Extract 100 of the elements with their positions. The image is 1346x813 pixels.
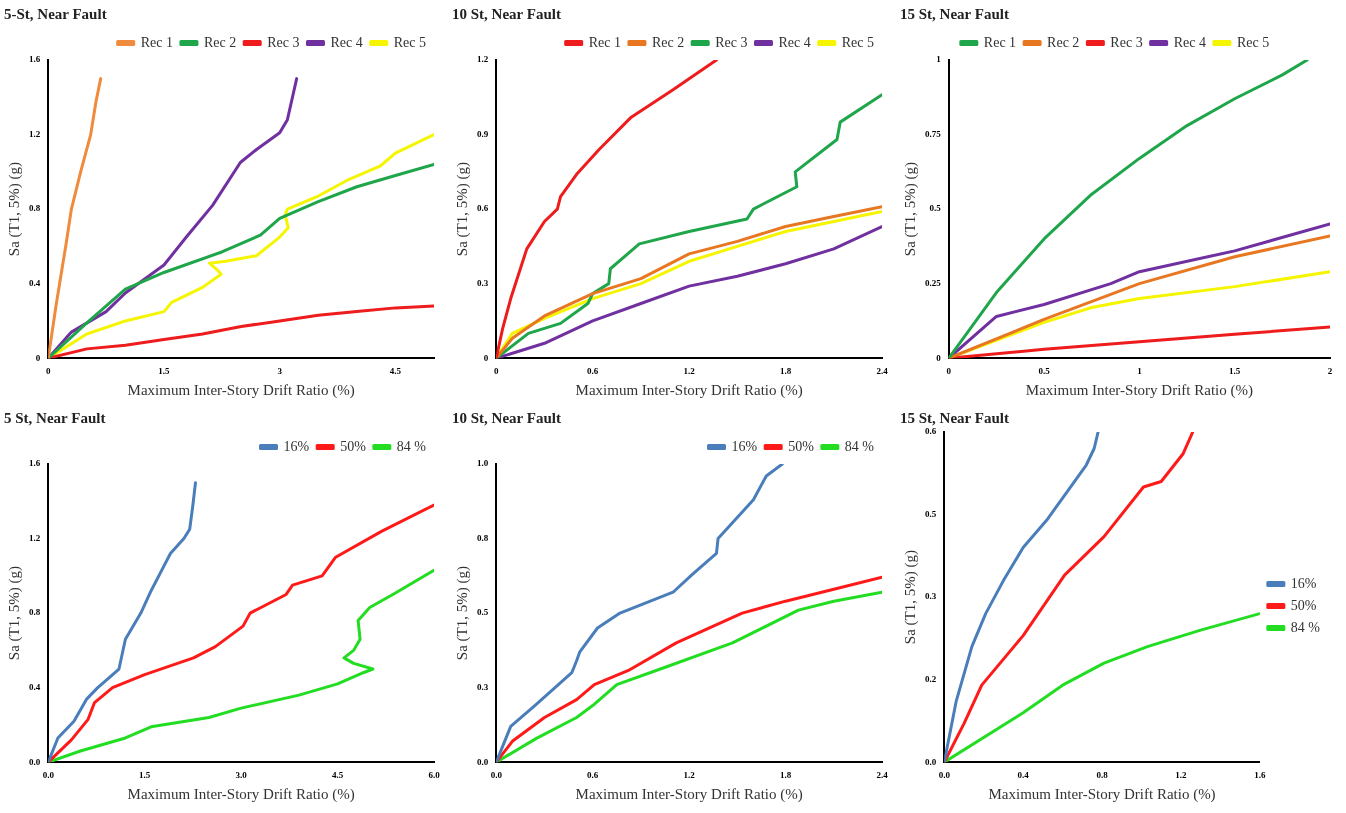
y-tick-label: 0.6 (925, 426, 937, 437)
y-tick-label: 0.25 (925, 277, 942, 288)
y-tick-label: 0.8 (29, 203, 41, 214)
legend-label: Rec 4 (1173, 34, 1206, 50)
legend-label: Rec 4 (778, 34, 811, 50)
legend-label: 50% (788, 438, 815, 454)
y-tick-label: 0.0 (925, 756, 937, 767)
legend-label: 16% (731, 438, 758, 454)
y-tick-label: 0.75 (925, 128, 942, 139)
y-tick-label: 0.2 (925, 673, 937, 684)
legend-label: Rec 5 (841, 34, 874, 50)
chart-title: 5 St, Near Fault (4, 409, 106, 426)
x-axis-title: Maximum Inter-Story Drift Ratio (%) (988, 785, 1216, 803)
x-tick-label: 1.8 (779, 769, 792, 780)
y-tick-label: 0.5 (477, 607, 489, 618)
chart-title: 5-St, Near Fault (4, 5, 107, 22)
y-tick-label: 1.2 (477, 54, 489, 65)
legend-label: Rec 1 (140, 34, 173, 50)
y-axis-title: Sa (T1, 5%) (g) (453, 162, 471, 257)
y-tick-label: 0.3 (925, 591, 937, 602)
y-tick-label: 1.2 (29, 532, 41, 543)
chart-title: 15 St, Near Fault (900, 409, 1009, 426)
x-tick-label: 0.0 (490, 769, 503, 780)
x-tick-label: 1.6 (1254, 769, 1266, 780)
legend-label: Rec 2 (203, 34, 237, 50)
y-tick-label: 1.0 (477, 458, 489, 469)
y-tick-label: 0 (483, 352, 489, 363)
y-tick-label: 0.6 (477, 203, 489, 214)
x-tick-label: 0.6 (587, 365, 599, 376)
legend-label: 84 % (396, 438, 427, 454)
x-tick-label: 0.8 (1096, 769, 1109, 780)
x-tick-label: 0.5 (1038, 365, 1051, 376)
chart-title: 10 St, Near Fault (452, 5, 561, 22)
x-tick-label: 1.5 (1229, 365, 1241, 376)
y-tick-label: 1 (936, 54, 942, 65)
x-tick-label: 1.8 (779, 365, 792, 376)
x-axis-title: Maximum Inter-Story Drift Ratio (%) (575, 785, 803, 803)
x-tick-label: 6.0 (428, 769, 441, 780)
y-tick-label: 0.4 (29, 681, 41, 692)
x-tick-label: 0.4 (1017, 769, 1030, 780)
y-tick-label: 1.6 (29, 54, 41, 65)
x-tick-label: 2.4 (876, 365, 889, 376)
x-tick-label: 0.6 (587, 769, 599, 780)
y-tick-label: 0.0 (29, 756, 41, 767)
x-tick-label: 1.2 (1175, 769, 1188, 780)
x-axis-title: Maximum Inter-Story Drift Ratio (%) (1025, 381, 1253, 399)
x-tick-label: 0 (46, 365, 51, 376)
x-tick-label: 4.5 (389, 365, 402, 376)
y-axis-title: Sa (T1, 5%) (g) (5, 566, 23, 661)
y-axis-title: Sa (T1, 5%) (g) (5, 162, 23, 257)
x-axis-title: Maximum Inter-Story Drift Ratio (%) (575, 381, 803, 399)
x-tick-label: 1 (1137, 365, 1143, 376)
y-tick-label: 0 (35, 352, 41, 363)
y-tick-label: 0.3 (477, 681, 489, 692)
x-tick-label: 1.2 (683, 365, 696, 376)
legend-label: 50% (1290, 597, 1317, 613)
x-tick-label: 0.0 (42, 769, 55, 780)
legend-label: Rec 3 (715, 34, 748, 50)
legend-label: 50% (340, 438, 367, 454)
legend-label: 84 % (844, 438, 875, 454)
legend-label: Rec 3 (267, 34, 300, 50)
legend-label: Rec 2 (651, 34, 685, 50)
x-tick-label: 0 (946, 365, 952, 376)
y-tick-label: 1.2 (29, 128, 41, 139)
x-tick-label: 1.5 (139, 769, 151, 780)
x-axis-title: Maximum Inter-Story Drift Ratio (%) (127, 785, 355, 803)
x-tick-label: 1.2 (683, 769, 696, 780)
x-tick-label: 2.4 (876, 769, 889, 780)
x-tick-label: 2 (1327, 365, 1333, 376)
x-tick-label: 4.5 (331, 769, 344, 780)
x-tick-label: 3.0 (235, 769, 248, 780)
legend-label: Rec 5 (1236, 34, 1270, 50)
y-tick-label: 0.0 (477, 756, 489, 767)
legend-label: Rec 4 (330, 34, 363, 50)
legend-label: 84 % (1290, 619, 1321, 635)
legend-label: Rec 1 (983, 34, 1017, 50)
x-axis-title: Maximum Inter-Story Drift Ratio (%) (127, 381, 355, 399)
y-tick-label: 0 (936, 352, 942, 363)
y-tick-label: 0.8 (29, 607, 41, 618)
x-tick-label: 0 (494, 365, 499, 376)
y-tick-label: 0.3 (477, 277, 489, 288)
y-tick-label: 0.5 (929, 203, 942, 214)
y-tick-label: 0.4 (29, 277, 41, 288)
legend-label: 16% (283, 438, 310, 454)
legend-label: Rec 2 (1047, 34, 1080, 50)
x-tick-label: 3 (277, 365, 283, 376)
y-tick-label: 0.5 (925, 508, 937, 519)
y-axis-title: Sa (T1, 5%) (g) (453, 566, 471, 661)
y-axis-title: Sa (T1, 5%) (g) (901, 162, 919, 257)
legend-label: 16% (1290, 575, 1317, 591)
legend-label: Rec 5 (393, 34, 426, 50)
y-tick-label: 0.8 (477, 532, 489, 543)
legend-label: Rec 1 (588, 34, 621, 50)
y-tick-label: 0.9 (477, 128, 489, 139)
legend-label: Rec 3 (1110, 34, 1143, 50)
y-tick-label: 1.6 (29, 458, 41, 469)
y-axis-title: Sa (T1, 5%) (g) (901, 550, 919, 645)
x-tick-label: 1.5 (158, 365, 171, 376)
chart-title: 10 St, Near Fault (452, 409, 561, 426)
chart-title: 15 St, Near Fault (900, 5, 1009, 22)
